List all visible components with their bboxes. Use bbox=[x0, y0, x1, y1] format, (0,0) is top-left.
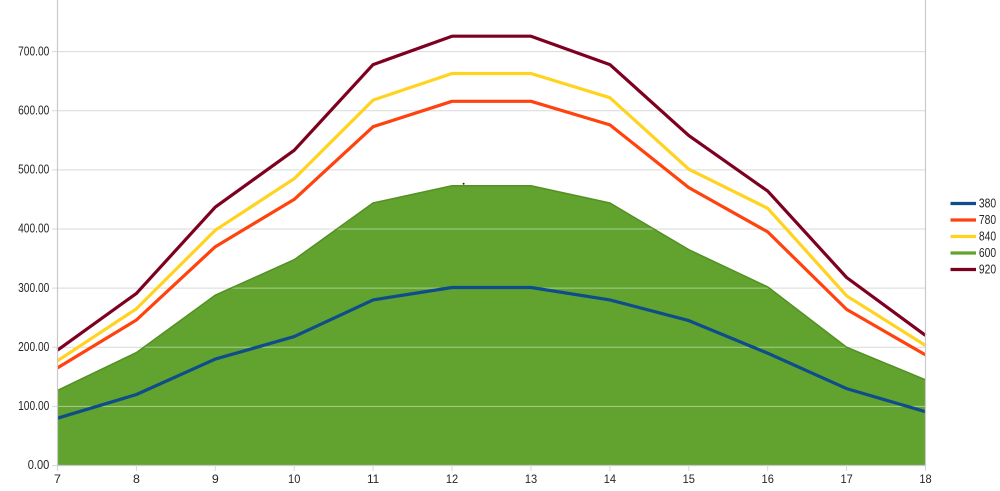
svg-text:8: 8 bbox=[133, 472, 140, 486]
svg-text:18: 18 bbox=[919, 472, 931, 486]
svg-text:380: 380 bbox=[979, 196, 996, 210]
svg-text:7: 7 bbox=[54, 472, 61, 486]
svg-text:200.00: 200.00 bbox=[18, 339, 49, 354]
svg-text:10: 10 bbox=[288, 472, 300, 486]
svg-text:600.00: 600.00 bbox=[18, 102, 49, 117]
svg-text:12: 12 bbox=[446, 472, 458, 486]
svg-text:11: 11 bbox=[367, 472, 379, 486]
svg-text:920: 920 bbox=[979, 262, 996, 276]
svg-text:0.00: 0.00 bbox=[28, 457, 50, 472]
svg-text:9: 9 bbox=[212, 472, 219, 486]
svg-text:300.00: 300.00 bbox=[18, 280, 49, 295]
svg-text:17: 17 bbox=[840, 472, 852, 486]
svg-text:14: 14 bbox=[604, 472, 616, 486]
svg-text:16: 16 bbox=[762, 472, 774, 486]
svg-text:13: 13 bbox=[525, 472, 537, 486]
svg-text:400.00: 400.00 bbox=[18, 221, 49, 236]
svg-text:700.00: 700.00 bbox=[18, 43, 49, 58]
svg-text:500.00: 500.00 bbox=[18, 162, 49, 177]
svg-text:600: 600 bbox=[979, 246, 996, 260]
svg-text:100.00: 100.00 bbox=[18, 398, 49, 413]
svg-text:780: 780 bbox=[979, 213, 996, 227]
svg-text:15: 15 bbox=[683, 472, 695, 486]
svg-text:840: 840 bbox=[979, 229, 996, 243]
